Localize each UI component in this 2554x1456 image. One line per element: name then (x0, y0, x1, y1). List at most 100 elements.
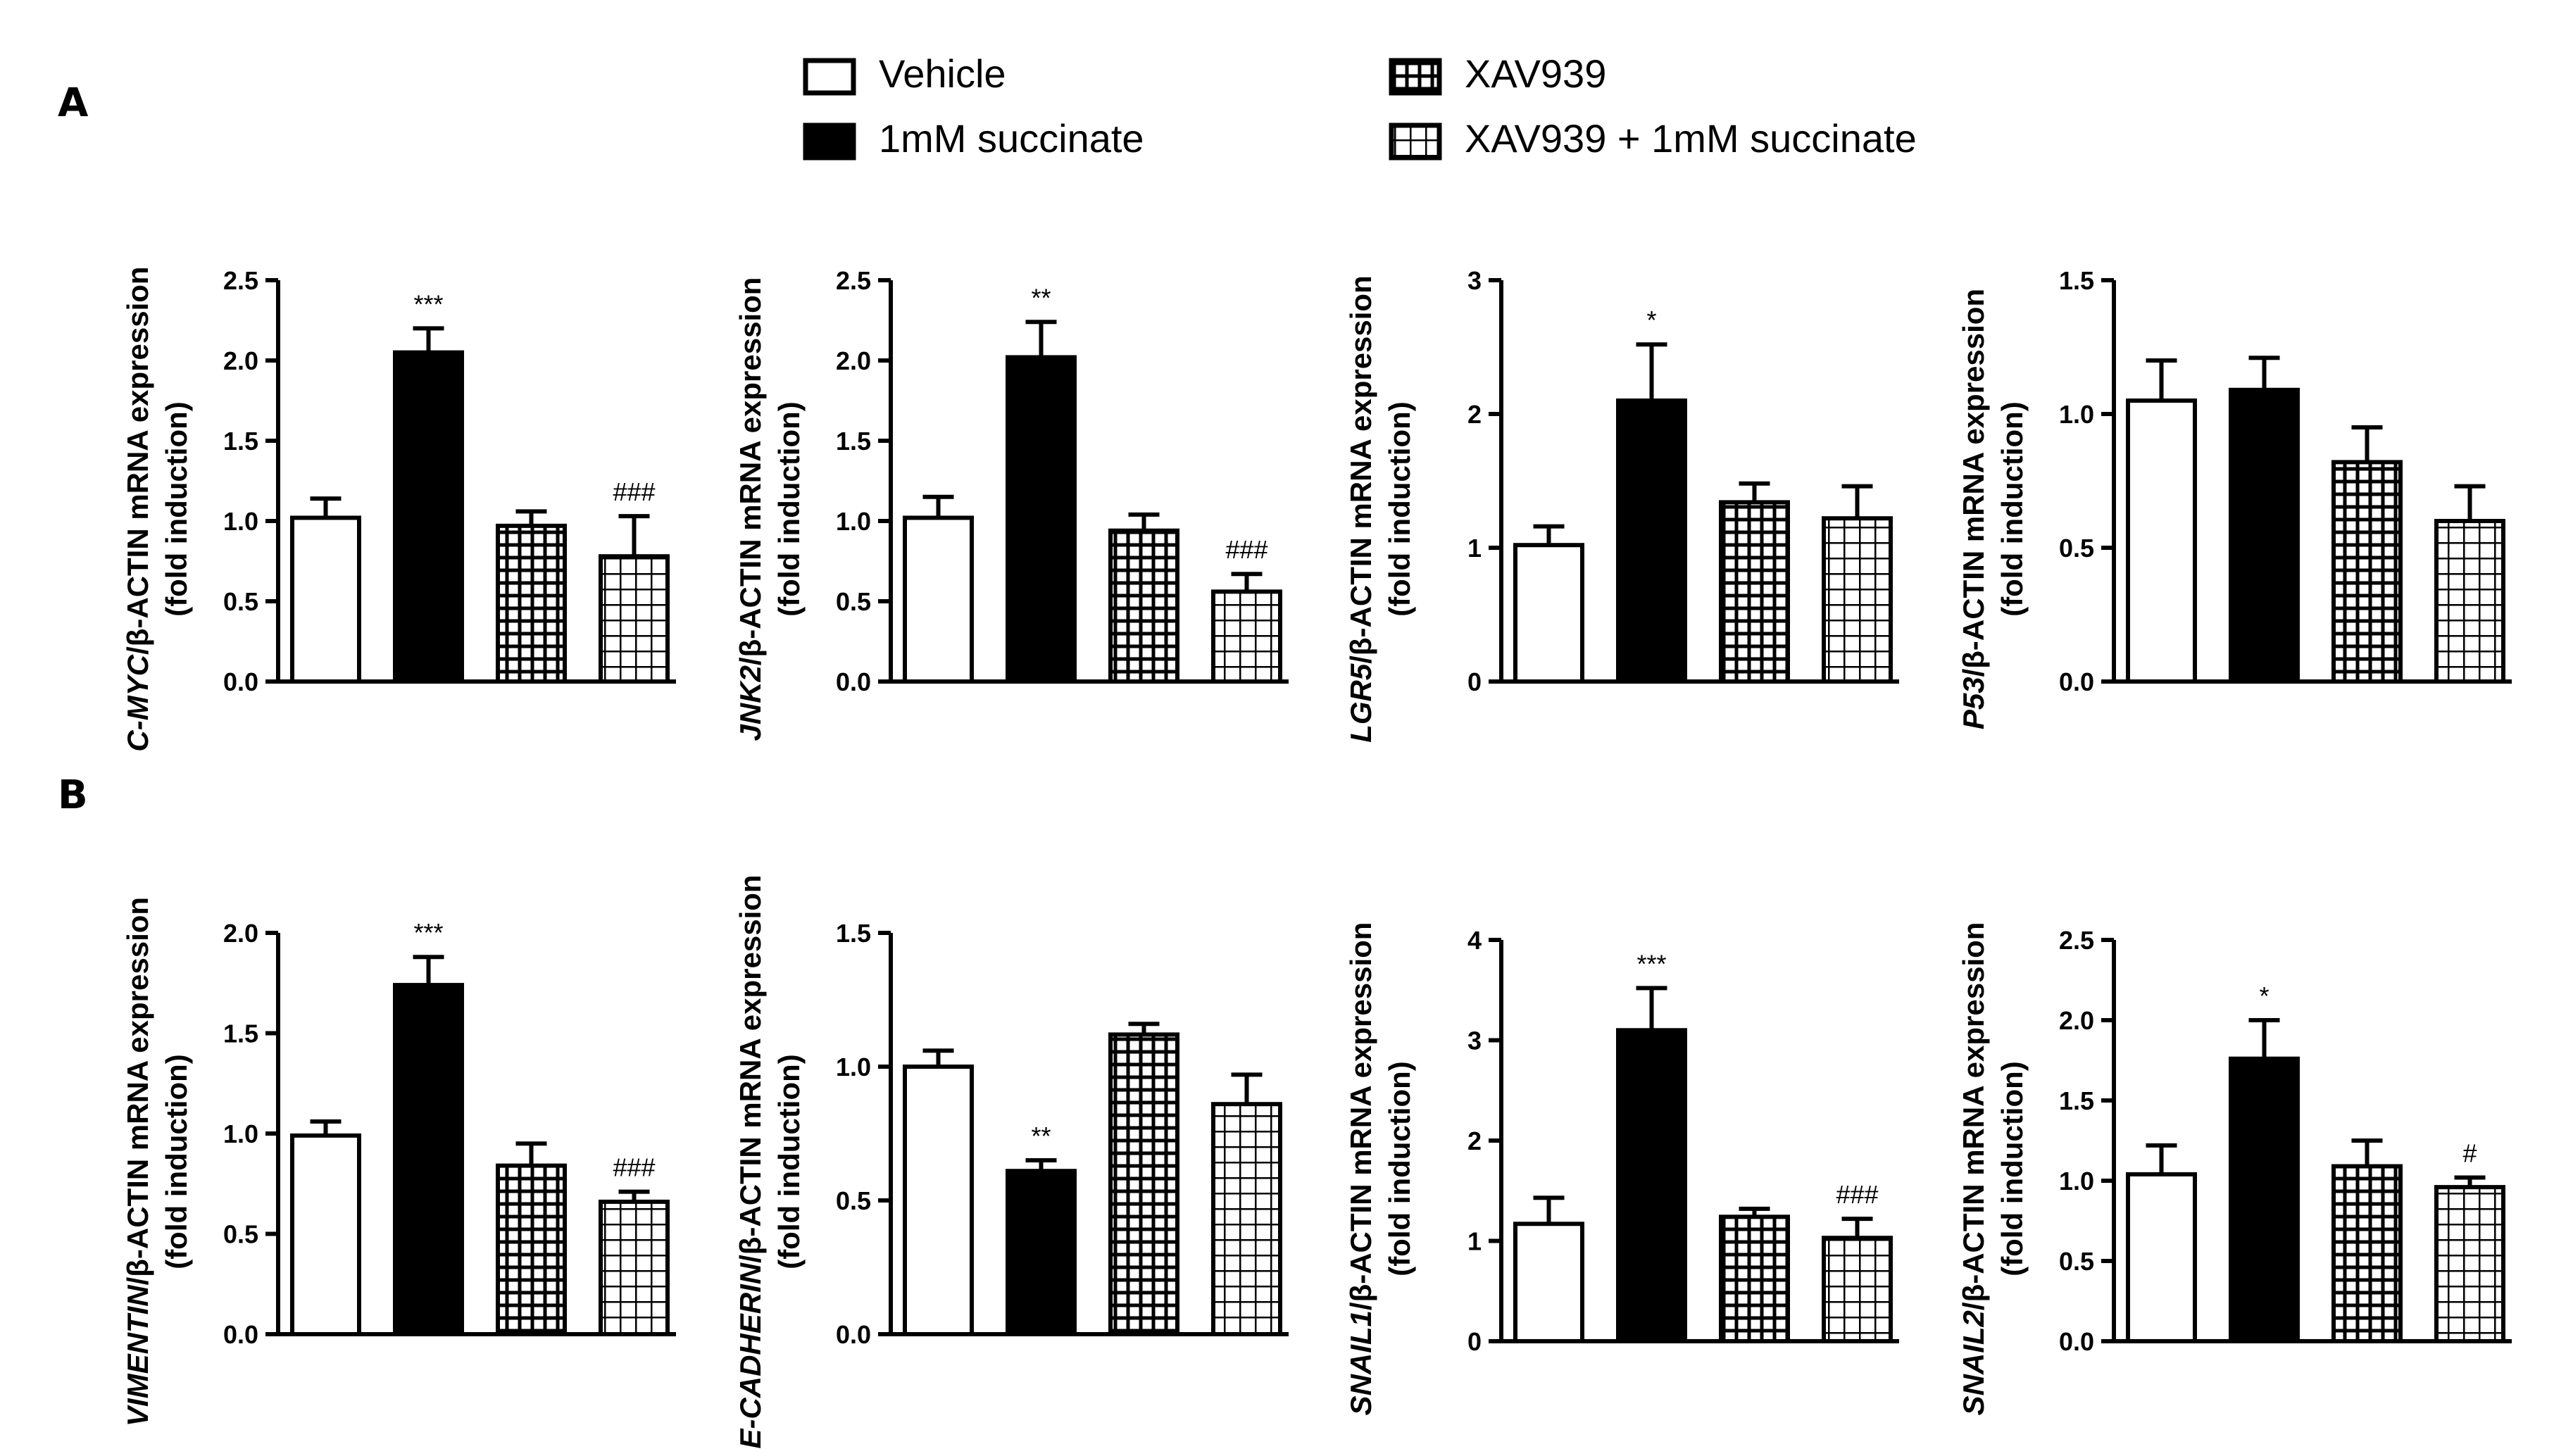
y-tick-label: 1.5 (836, 919, 871, 948)
y-tick-label: 0.0 (2059, 667, 2094, 696)
legend-swatch-succinate (803, 123, 856, 161)
bar-e-cadherin-xav939 (1108, 1032, 1179, 1337)
y-tick-label: 0.0 (2059, 1327, 2094, 1356)
bar-c-myc-succinate (393, 350, 464, 684)
y-tick-label: 1.0 (223, 507, 258, 536)
y-axis-label: P53/β-ACTIN mRNA expression (1957, 289, 1990, 729)
y-axis-label-rest: /β-ACTIN mRNA expression (1344, 275, 1377, 664)
y-axis-label: LGR5/β-ACTIN mRNA expression (1344, 275, 1377, 743)
bar-snail1-xav939-succinate (1822, 1236, 1893, 1343)
panel-label-a: A (58, 80, 89, 126)
y-tick-label: 1.5 (223, 1019, 258, 1048)
y-axis-label: C-MYC/β-ACTIN mRNA expression (121, 266, 154, 751)
bar-c-myc-vehicle (290, 515, 361, 684)
y-tick-label: 0.5 (223, 1220, 258, 1249)
significance-label: *** (413, 918, 443, 947)
bar-c-myc-xav939-succinate (599, 554, 670, 684)
y-tick-label: 1.5 (836, 427, 871, 456)
y-tick-label: 3 (1467, 1027, 1482, 1055)
y-axis-label-units: (fold induction) (160, 401, 193, 617)
y-tick-label: 2 (1467, 400, 1482, 429)
y-tick-label: 0.0 (223, 1320, 258, 1349)
bar-vimentin-succinate (393, 983, 464, 1336)
y-axis-label-units: (fold induction) (772, 401, 806, 617)
bar-p53-succinate (2229, 387, 2300, 684)
y-tick-label: 1.0 (223, 1119, 258, 1148)
bar-p53-vehicle (2126, 398, 2197, 684)
chart-snail1: 0 1 2 3 4 *** ### SNAIL1/β-ACTIN mRNA expressio… (1344, 922, 1899, 1415)
charts: 0.00.51.01.52.02.5***###C-MYC/β-ACTIN mR… (121, 266, 2512, 1449)
y-axis-label-gene: JNK2 (734, 665, 767, 741)
y-tick-label: 2.0 (223, 346, 258, 375)
y-axis-label-units: (fold induction) (1996, 1061, 2029, 1276)
significance-label: ### (1836, 1180, 1878, 1209)
y-tick-label: 1.0 (2059, 1167, 2094, 1195)
y-axis-label-gene: P53 (1957, 677, 1990, 729)
bar-e-cadherin-succinate (1006, 1169, 1077, 1336)
bar-jnk2-xav939 (1108, 528, 1179, 684)
panel-label-b: B (58, 772, 88, 818)
y-tick-label: 0.0 (223, 667, 258, 696)
legend-swatch-vehicle (803, 58, 856, 96)
significance-label: ### (613, 1153, 655, 1182)
y-tick-label: 0.5 (2059, 534, 2094, 563)
y-axis-label-rest: /β-ACTIN mRNA expression (734, 277, 767, 666)
y-axis-label-rest: /β-ACTIN mRNA expression (1344, 922, 1377, 1311)
y-axis-label-units: (fold induction) (1383, 401, 1416, 617)
y-tick-label: 1.5 (2059, 266, 2094, 295)
bar-p53-xav939 (2331, 460, 2403, 684)
y-tick-label: 0 (1467, 667, 1482, 696)
significance-label: ### (1225, 535, 1267, 564)
bar-vimentin-xav939 (496, 1163, 567, 1336)
y-axis-label-rest: /β-ACTIN mRNA expression (1957, 289, 1990, 677)
y-axis-label-units: (fold induction) (1383, 1061, 1416, 1276)
significance-label: * (1646, 306, 1656, 334)
y-tick-label: 1.0 (836, 507, 871, 536)
bar-jnk2-succinate (1006, 355, 1077, 684)
y-tick-label: 0.5 (223, 587, 258, 616)
bar-vimentin-xav939-succinate (599, 1199, 670, 1337)
bar-p53-xav939-succinate (2434, 519, 2505, 684)
bar-snail1-succinate (1616, 1028, 1687, 1343)
bar-lgr5-vehicle (1513, 543, 1584, 684)
chart-snail2: 0.0 0.5 1.0 1.5 2.0 2.5 * # SNAIL2/β-ACTIN mRNA … (1957, 922, 2512, 1415)
y-axis-label-rest: /β-ACTIN mRNA expression (121, 266, 154, 655)
y-axis-label-rest: /β-ACTIN mRNA expression (121, 897, 154, 1286)
y-tick-label: 2.0 (836, 346, 871, 375)
y-tick-label: 0.5 (836, 1186, 871, 1215)
y-axis-label-units: (fold induction) (160, 1054, 193, 1269)
y-tick-label: 1 (1467, 534, 1482, 563)
bar-e-cadherin-xav939-succinate (1211, 1102, 1282, 1336)
chart-c-myc: 0.0 0.5 1.0 1.5 2.0 2.5 *** ### C-MYC/β-ACTIN mR… (121, 266, 676, 752)
bar-snail2-xav939-succinate (2434, 1185, 2505, 1343)
legend-label-vehicle: Vehicle (879, 51, 1006, 96)
significance-label: ### (613, 477, 655, 506)
y-tick-label: 2.0 (2059, 1006, 2094, 1035)
chart-p53: 0.0 0.5 1.0 1.5 P53/β-ACTIN mRNA expression(… (1957, 266, 2512, 729)
bar-snail1-vehicle (1513, 1222, 1584, 1344)
y-tick-label: 4 (1467, 926, 1482, 955)
y-axis-label-gene: C-MYC (121, 654, 154, 751)
y-tick-label: 1.5 (2059, 1086, 2094, 1115)
significance-label: # (2462, 1138, 2477, 1167)
bar-lgr5-xav939-succinate (1822, 516, 1893, 684)
significance-label: ** (1031, 1122, 1051, 1150)
legend: Vehicle 1mM succinate XAV939 XAV939 + 1m… (803, 51, 1917, 161)
bar-jnk2-vehicle (903, 515, 974, 684)
legend-label-succinate: 1mM succinate (879, 116, 1144, 161)
y-tick-label: 2.5 (2059, 926, 2094, 955)
significance-label: *** (1636, 949, 1666, 978)
bar-snail2-xav939 (2331, 1164, 2403, 1343)
y-tick-label: 1.5 (223, 427, 258, 456)
y-tick-label: 1.0 (836, 1053, 871, 1081)
chart-e-cadherin: 0.0 0.5 1.0 1.5 ** E-CADHERIN/β-ACTIN mRNA ex… (734, 874, 1289, 1449)
y-tick-label: 0.0 (836, 667, 871, 696)
y-tick-label: 2.5 (836, 266, 871, 295)
y-tick-label: 2.0 (223, 919, 258, 948)
bar-snail1-xav939 (1719, 1215, 1790, 1344)
y-axis-label-gene: E-CADHERIN (734, 1262, 767, 1448)
y-axis-label: VIMENTIN/β-ACTIN mRNA expression (121, 897, 154, 1426)
y-axis-label-gene: VIMENTIN (121, 1284, 154, 1426)
y-axis-label: JNK2/β-ACTIN mRNA expression (734, 277, 767, 741)
